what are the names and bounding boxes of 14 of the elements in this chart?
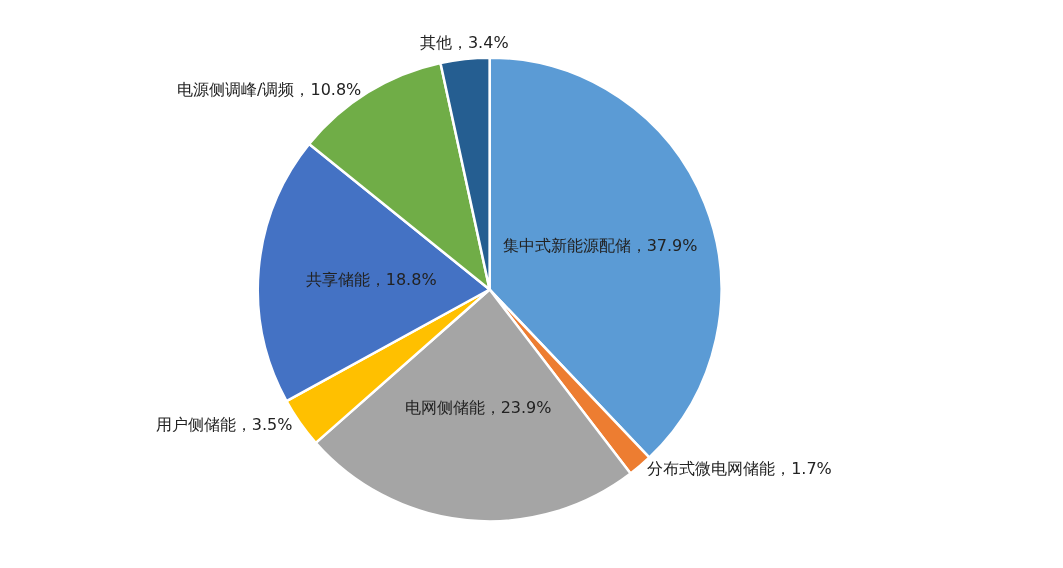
slice-label: 用户侧储能 xyxy=(155,415,236,435)
data-label: ，18.8% xyxy=(369,269,437,289)
slice-label: 电网侧储能 xyxy=(404,398,485,418)
data-label: ，3.5% xyxy=(235,415,293,435)
data-label: ，23.9% xyxy=(484,398,552,418)
slice-label: 分布式微电网储能 xyxy=(647,458,776,478)
data-label: ，1.7% xyxy=(775,458,832,478)
data-label: ，3.4% xyxy=(451,32,509,52)
slice-label: 集中式新能源配储 xyxy=(502,235,631,255)
slice-label: 其他 xyxy=(419,32,452,52)
data-label: ，10.8% xyxy=(294,80,362,100)
slice-label: 共享储能 xyxy=(305,269,370,289)
data-label: ，37.9% xyxy=(630,235,698,255)
slice-label: 电源侧调峰/调频 xyxy=(177,80,295,100)
